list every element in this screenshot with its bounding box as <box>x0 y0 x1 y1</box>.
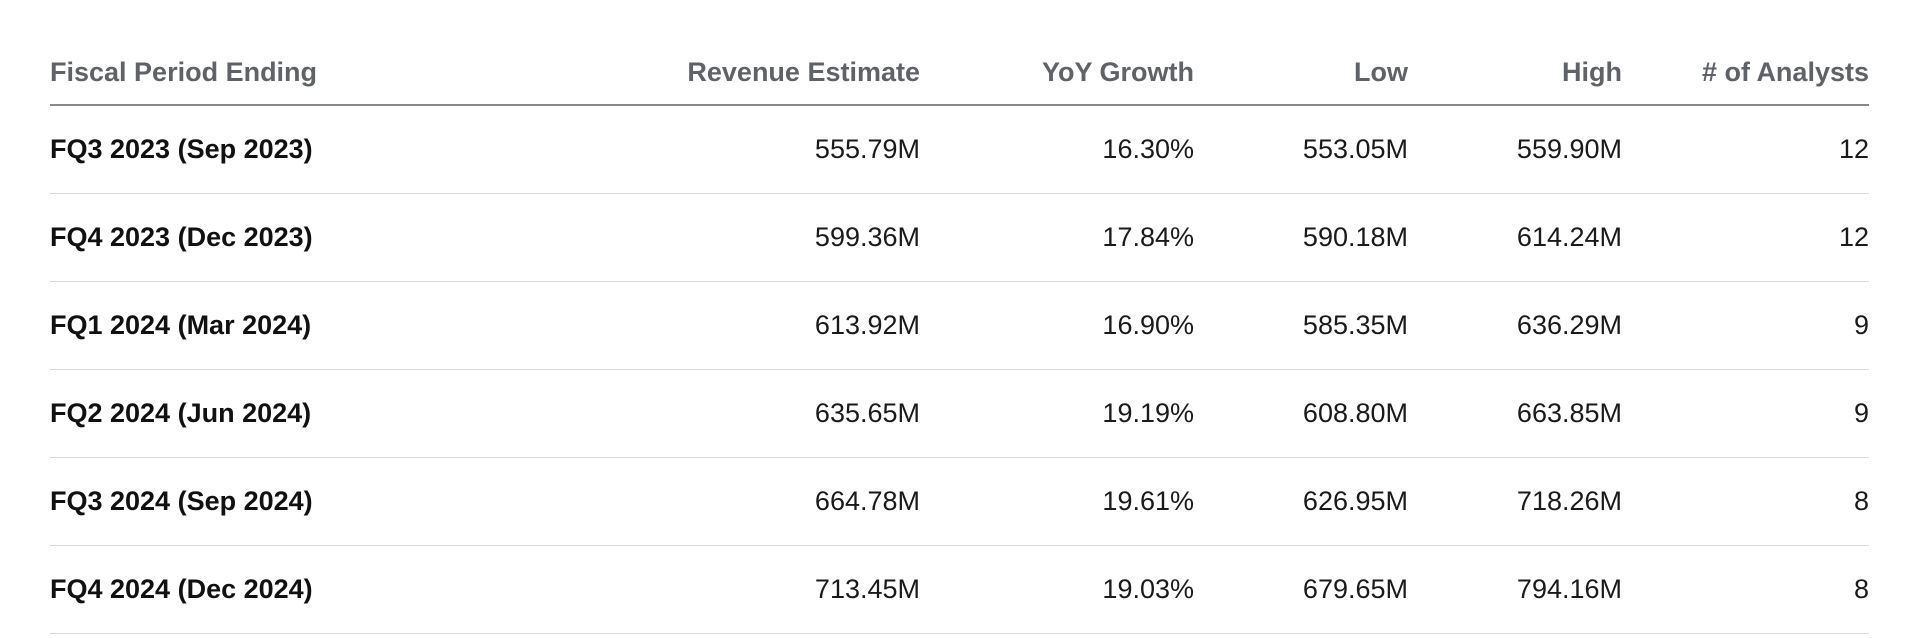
cell-revenue-estimate: 613.92M <box>470 281 920 370</box>
revenue-estimates-table-container: Fiscal Period Ending Revenue Estimate Yo… <box>50 40 1869 634</box>
table-row: FQ4 2023 (Dec 2023) 599.36M 17.84% 590.1… <box>50 193 1869 282</box>
column-header-revenue-estimate: Revenue Estimate <box>470 40 920 106</box>
cell-yoy-growth: 16.30% <box>920 105 1194 194</box>
revenue-estimates-table: Fiscal Period Ending Revenue Estimate Yo… <box>50 40 1869 634</box>
table-header-row: Fiscal Period Ending Revenue Estimate Yo… <box>50 40 1869 106</box>
cell-fiscal-period: FQ4 2024 (Dec 2024) <box>50 545 470 634</box>
cell-yoy-growth: 19.03% <box>920 545 1194 634</box>
cell-high: 718.26M <box>1408 457 1622 546</box>
cell-revenue-estimate: 555.79M <box>470 105 920 194</box>
cell-fiscal-period: FQ1 2024 (Mar 2024) <box>50 281 470 370</box>
cell-analysts: 12 <box>1622 105 1869 194</box>
cell-revenue-estimate: 635.65M <box>470 369 920 458</box>
table-row: FQ3 2024 (Sep 2024) 664.78M 19.61% 626.9… <box>50 457 1869 546</box>
cell-low: 608.80M <box>1194 369 1408 458</box>
cell-high: 636.29M <box>1408 281 1622 370</box>
cell-fiscal-period: FQ3 2024 (Sep 2024) <box>50 457 470 546</box>
cell-fiscal-period: FQ4 2023 (Dec 2023) <box>50 193 470 282</box>
cell-yoy-growth: 19.61% <box>920 457 1194 546</box>
cell-low: 679.65M <box>1194 545 1408 634</box>
table-row: FQ2 2024 (Jun 2024) 635.65M 19.19% 608.8… <box>50 369 1869 458</box>
cell-analysts: 9 <box>1622 281 1869 370</box>
cell-analysts: 8 <box>1622 545 1869 634</box>
cell-low: 590.18M <box>1194 193 1408 282</box>
cell-analysts: 8 <box>1622 457 1869 546</box>
table-row: FQ3 2023 (Sep 2023) 555.79M 16.30% 553.0… <box>50 105 1869 194</box>
cell-analysts: 12 <box>1622 193 1869 282</box>
cell-revenue-estimate: 713.45M <box>470 545 920 634</box>
table-row: FQ4 2024 (Dec 2024) 713.45M 19.03% 679.6… <box>50 545 1869 634</box>
cell-revenue-estimate: 599.36M <box>470 193 920 282</box>
cell-low: 553.05M <box>1194 105 1408 194</box>
column-header-high: High <box>1408 40 1622 106</box>
column-header-analysts: # of Analysts <box>1622 40 1869 106</box>
cell-fiscal-period: FQ2 2024 (Jun 2024) <box>50 369 470 458</box>
cell-revenue-estimate: 664.78M <box>470 457 920 546</box>
cell-fiscal-period: FQ3 2023 (Sep 2023) <box>50 105 470 194</box>
cell-analysts: 9 <box>1622 369 1869 458</box>
column-header-low: Low <box>1194 40 1408 106</box>
cell-yoy-growth: 16.90% <box>920 281 1194 370</box>
cell-high: 559.90M <box>1408 105 1622 194</box>
cell-low: 626.95M <box>1194 457 1408 546</box>
cell-high: 614.24M <box>1408 193 1622 282</box>
cell-high: 663.85M <box>1408 369 1622 458</box>
column-header-fiscal-period: Fiscal Period Ending <box>50 40 470 106</box>
cell-yoy-growth: 17.84% <box>920 193 1194 282</box>
cell-yoy-growth: 19.19% <box>920 369 1194 458</box>
table-row: FQ1 2024 (Mar 2024) 613.92M 16.90% 585.3… <box>50 281 1869 370</box>
column-header-yoy-growth: YoY Growth <box>920 40 1194 106</box>
cell-low: 585.35M <box>1194 281 1408 370</box>
cell-high: 794.16M <box>1408 545 1622 634</box>
